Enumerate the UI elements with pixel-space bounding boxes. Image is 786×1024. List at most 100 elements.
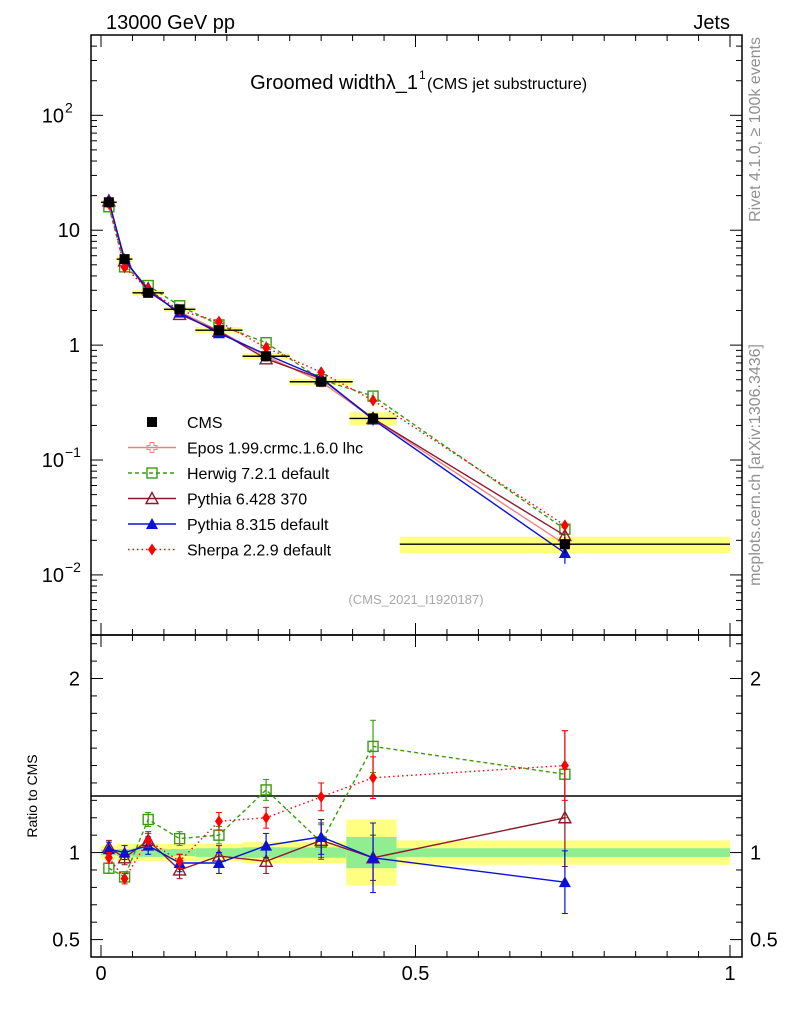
ratio-plot-frame bbox=[90, 634, 743, 958]
legend-marker bbox=[146, 467, 158, 479]
y-tick-label: 10 bbox=[42, 450, 64, 472]
plot-title: Groomed widthλ_1 bbox=[250, 72, 418, 94]
series-line bbox=[108, 202, 566, 545]
data-point bbox=[261, 351, 272, 362]
ratio-series-group bbox=[101, 719, 573, 914]
legend-label: Pythia 6.428 370 bbox=[187, 492, 307, 509]
y-tick-exponent: −1 bbox=[65, 444, 81, 460]
ratio-y-tick-label: 2 bbox=[69, 669, 80, 691]
legend-marker bbox=[146, 518, 158, 529]
data-point bbox=[214, 315, 223, 328]
series-line bbox=[108, 206, 566, 530]
data-point bbox=[368, 413, 379, 424]
ratio-data-point bbox=[173, 832, 186, 845]
ratio-data-point bbox=[262, 811, 271, 824]
series-sherpa-2-2-9-default bbox=[104, 197, 569, 532]
series-cms bbox=[101, 197, 730, 554]
ratio-data-point bbox=[258, 853, 274, 867]
y-tick-label: 1 bbox=[69, 335, 80, 357]
data-point bbox=[213, 325, 224, 336]
legend-marker bbox=[147, 417, 157, 427]
legend-item-sherpa-2-2-9-default: Sherpa 2.2.9 default bbox=[128, 543, 332, 560]
ratio-data-point bbox=[557, 810, 573, 824]
legend-marker bbox=[148, 543, 156, 556]
ratio-y-tick-label: 1 bbox=[69, 843, 80, 865]
ratio-data-point bbox=[142, 813, 154, 826]
main-series-group bbox=[101, 193, 730, 564]
plot-title-superscript: 1 bbox=[419, 68, 426, 82]
ratio-data-point bbox=[558, 876, 571, 888]
legend-marker bbox=[146, 442, 158, 453]
ratio-data-point bbox=[260, 839, 273, 851]
legend: CMS Epos 1.99.crmc.1.6.0 lhc Herwig 7.2.1 … bbox=[128, 415, 363, 560]
data-point bbox=[174, 304, 185, 315]
legend-marker bbox=[144, 491, 160, 505]
legend-item-pythia-8-315-default: Pythia 8.315 default bbox=[128, 517, 329, 534]
ratio-data-point bbox=[172, 862, 187, 876]
series-pythia-6-428-370 bbox=[101, 193, 573, 543]
series-epos-1-99-crmc-1-6-0-lhc bbox=[103, 196, 571, 550]
ratio-data-point bbox=[102, 843, 115, 855]
data-point bbox=[317, 366, 326, 379]
ratio-data-point bbox=[144, 834, 153, 847]
ratio-data-point bbox=[560, 759, 569, 772]
ratio-data-point bbox=[315, 830, 328, 842]
ratio-band-stat bbox=[346, 836, 397, 869]
y-tick-label: 10 bbox=[42, 565, 64, 587]
y-tick-label: 10 bbox=[58, 220, 80, 242]
ratio-series-sherpa-2-2-9-default bbox=[104, 730, 569, 885]
legend-label: Herwig 7.2.1 default bbox=[187, 466, 330, 483]
ratio-band-stat bbox=[289, 847, 347, 858]
data-point bbox=[560, 519, 569, 532]
ratio-series-line bbox=[108, 764, 565, 880]
ratio-band-stat bbox=[396, 848, 730, 857]
ratio-y-tick-label: 0.5 bbox=[52, 930, 80, 952]
legend-item-cms: CMS bbox=[147, 415, 223, 432]
ratio-uncertainty-band bbox=[101, 819, 730, 886]
series-line bbox=[108, 200, 566, 537]
data-point bbox=[559, 539, 570, 550]
ratio-data-point bbox=[367, 851, 380, 863]
data-point bbox=[103, 197, 114, 208]
y-tick-label: 10 bbox=[42, 105, 64, 127]
data-point bbox=[316, 376, 327, 387]
ratio-plot-panel: 0.5 0.5 1 1 2 2 0 0.5 1 Ratio to CMS bbox=[24, 634, 778, 985]
series-line bbox=[108, 203, 566, 526]
data-point bbox=[262, 341, 271, 354]
mcplots-credit-label: mcplots.cern.ch [arXiv:1306.3436] bbox=[747, 344, 764, 586]
ratio-data-point bbox=[175, 855, 184, 868]
series-line bbox=[108, 200, 566, 554]
data-point bbox=[369, 394, 378, 407]
analysis-id-label: (CMS_2021_I1920187) bbox=[348, 592, 483, 607]
ratio-data-point bbox=[317, 790, 326, 803]
ratio-data-point bbox=[212, 857, 225, 869]
category-label: Jets bbox=[693, 12, 730, 34]
ratio-data-point bbox=[104, 851, 113, 864]
ratio-axis-ticks: 0.5 0.5 1 1 2 2 0 0.5 1 bbox=[52, 635, 778, 985]
y-tick-exponent: 2 bbox=[65, 99, 73, 115]
legend-label: Pythia 8.315 default bbox=[187, 517, 329, 534]
x-tick-label: 0 bbox=[95, 963, 106, 985]
plot-subtitle: (CMS jet substructure) bbox=[427, 76, 587, 93]
data-point bbox=[143, 287, 154, 298]
legend-label: CMS bbox=[187, 415, 223, 432]
ratio-band-stat bbox=[163, 849, 196, 857]
legend-label: Epos 1.99.crmc.1.6.0 lhc bbox=[187, 441, 363, 458]
legend-item-pythia-6-428-370: Pythia 6.428 370 bbox=[128, 491, 307, 509]
x-tick-label: 1 bbox=[724, 963, 735, 985]
y-tick-exponent: −2 bbox=[65, 559, 81, 575]
ratio-data-point bbox=[118, 846, 131, 858]
ratio-y-tick-label-right: 1 bbox=[750, 843, 761, 865]
x-tick-label: 0.5 bbox=[402, 963, 430, 985]
series-herwig-7-2-1-default bbox=[103, 201, 571, 536]
ratio-data-point bbox=[369, 771, 378, 784]
ratio-data-point bbox=[120, 872, 129, 885]
legend-label: Sherpa 2.2.9 default bbox=[187, 543, 332, 560]
ratio-data-point bbox=[260, 784, 272, 796]
ratio-y-tick-label-right: 2 bbox=[750, 669, 761, 691]
legend-item-epos-1-99-crmc-1-6-0-lhc: Epos 1.99.crmc.1.6.0 lhc bbox=[128, 441, 363, 458]
ratio-data-point bbox=[367, 740, 379, 753]
